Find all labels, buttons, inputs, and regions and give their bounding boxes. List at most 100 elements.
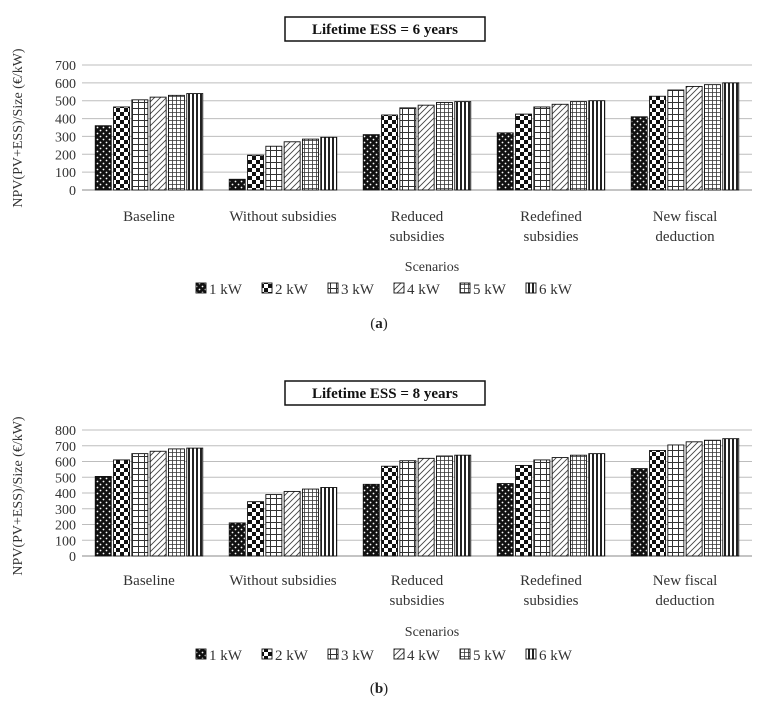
bar: [570, 454, 587, 557]
y-tick-label: 600: [55, 77, 76, 92]
legend-label: 6 kW: [539, 648, 573, 664]
bar: [265, 145, 283, 191]
y-axis-title: NPV(PV+ESS)/Size (€/kW): [11, 48, 26, 208]
bar: [131, 453, 149, 557]
bar: [704, 439, 721, 557]
legend-label: 2 kW: [275, 282, 309, 298]
bar: [149, 450, 167, 557]
bar: [186, 93, 204, 191]
bar: [362, 134, 380, 191]
bar: [417, 457, 435, 557]
category-label: New fiscal: [653, 573, 718, 589]
x-axis-title: Scenarios: [405, 260, 459, 275]
category-label: Redefined: [520, 209, 582, 225]
panel-label: (a): [370, 316, 388, 332]
y-tick-label: 500: [55, 471, 76, 486]
category-label: subsidies: [523, 593, 578, 609]
y-tick-label: 800: [55, 424, 76, 439]
legend-label: 4 kW: [407, 282, 441, 298]
bar: [570, 101, 587, 191]
bar: [588, 100, 606, 191]
legend-swatch: [459, 282, 471, 294]
bar: [515, 113, 532, 191]
bar: [533, 106, 551, 191]
bar: [649, 95, 666, 191]
legend-swatch: [459, 648, 471, 660]
category-label: subsidies: [389, 593, 444, 609]
y-tick-label: 400: [55, 113, 76, 128]
bar: [302, 138, 319, 191]
y-tick-label: 200: [55, 519, 76, 534]
category-label: Without subsidies: [229, 573, 336, 589]
legend-label: 3 kW: [341, 282, 375, 298]
legend-swatch: [393, 282, 405, 294]
category-label: subsidies: [389, 229, 444, 245]
category-label: Baseline: [123, 209, 175, 225]
bar: [588, 453, 606, 557]
legend-swatch: [195, 282, 207, 294]
bar: [667, 89, 685, 191]
category-label: Redefined: [520, 573, 582, 589]
bar: [685, 85, 703, 191]
legend-label: 2 kW: [275, 648, 309, 664]
bar: [454, 454, 472, 557]
y-tick-label: 600: [55, 456, 76, 471]
chart-panel-b: Lifetime ESS = 8 years 01002003004005006…: [11, 380, 752, 697]
legend-swatch: [261, 648, 273, 660]
bars: [94, 82, 740, 191]
legend-swatch: [195, 648, 207, 660]
bar: [228, 522, 246, 557]
category-labels: Baseline Without subsidies Reduced subsidie…: [123, 209, 717, 245]
category-label: New fiscal: [653, 209, 718, 225]
legend-swatch: [525, 282, 537, 294]
bar: [551, 103, 569, 191]
y-tick-label: 700: [55, 59, 76, 74]
legend-label: 1 kW: [209, 648, 243, 664]
category-label: subsidies: [523, 229, 578, 245]
legend-swatch: [525, 648, 537, 660]
title-box: [284, 380, 486, 406]
bar: [265, 494, 283, 557]
legend: 1 kW 2 kW 3 kW 4 kW 5 kW 6 kW: [195, 648, 573, 664]
bar: [149, 96, 167, 191]
chart-panel-a: Lifetime ESS = 6 years 0 100 200 300 400 500 6…: [11, 16, 752, 332]
bar: [247, 154, 265, 191]
category-label: deduction: [655, 593, 715, 609]
bar: [704, 84, 721, 191]
bar: [167, 448, 185, 557]
bar: [417, 104, 435, 191]
bar: [320, 487, 338, 557]
category-labels: Baseline Without subsidies Reduced subsidie…: [123, 573, 717, 609]
y-tick-label: 0: [69, 184, 76, 199]
bar: [515, 464, 532, 557]
bar: [496, 483, 514, 557]
bar: [302, 488, 319, 557]
y-tick-label: 200: [55, 148, 76, 163]
bar: [283, 141, 301, 191]
legend-label: 1 kW: [209, 282, 243, 298]
bar: [167, 94, 185, 191]
legend-label: 5 kW: [473, 648, 507, 664]
bars: [94, 438, 740, 557]
legend-swatch: [327, 282, 339, 294]
y-tick-label: 0: [69, 550, 76, 565]
bar: [320, 136, 338, 191]
bar: [630, 116, 648, 191]
bar: [436, 455, 453, 557]
panel-label-letter: b: [375, 681, 383, 697]
x-axis-title: Scenarios: [405, 625, 459, 640]
y-tick-label: 300: [55, 503, 76, 518]
bar: [436, 102, 453, 191]
bar: [649, 450, 666, 557]
bar: [362, 483, 380, 557]
bar: [722, 82, 740, 191]
chart-title: Lifetime ESS = 8 years: [312, 386, 458, 402]
y-tick-label: 400: [55, 487, 76, 502]
bar: [496, 132, 514, 191]
bar: [131, 99, 149, 191]
chart-title: Lifetime ESS = 6 years: [312, 22, 458, 38]
bar: [113, 459, 131, 557]
y-tick-label: 700: [55, 440, 76, 455]
